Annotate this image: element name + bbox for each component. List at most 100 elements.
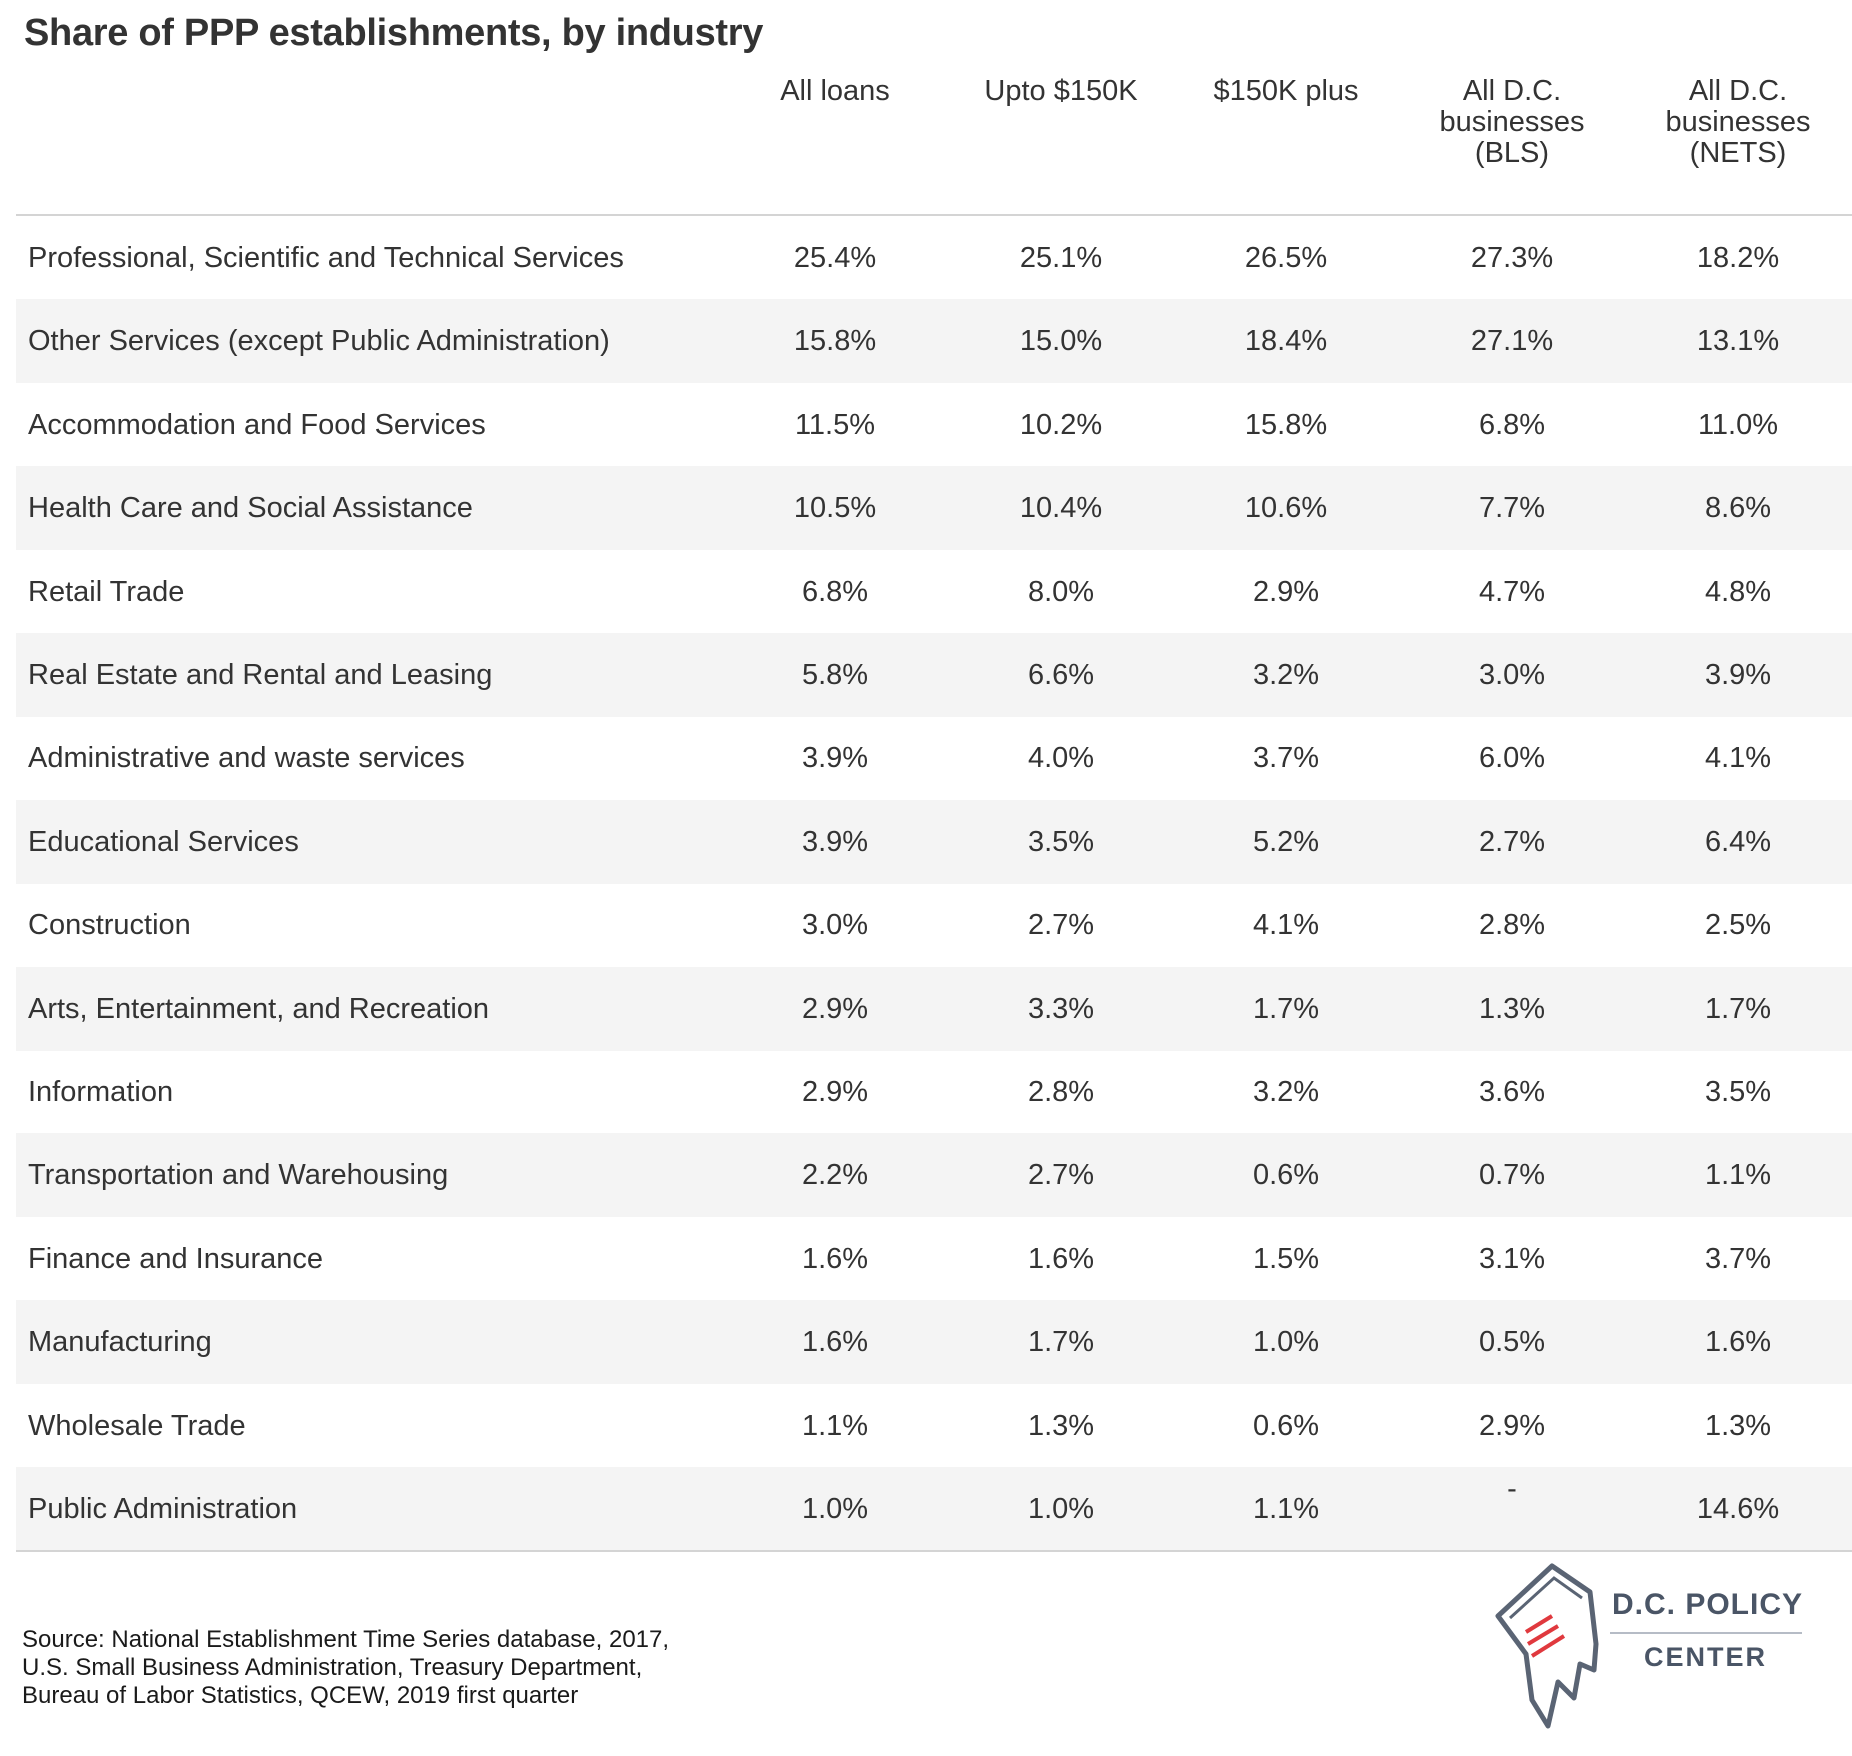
table-cell: 1.0% [1252, 1326, 1320, 1359]
table-cell: 2.5% [1704, 909, 1772, 942]
table-cell: 1.7% [1027, 1326, 1095, 1359]
table-cell: 8.6% [1704, 492, 1772, 525]
table-cell: 3.2% [1252, 1076, 1320, 1108]
table-row: Accommodation and Food Services 11.5% 10.2… [16, 383, 1852, 467]
table-cell: 1.6% [1027, 1242, 1095, 1275]
column-header: All D.C. businesses (BLS) [1400, 76, 1624, 169]
table-cell: 2.7% [1027, 909, 1095, 942]
dc-policy-center-logo: D.C. POLICY CENTER [1490, 1558, 1830, 1738]
table-cell: 3.0% [801, 909, 869, 942]
column-header-line: businesses [1439, 106, 1585, 138]
table-cell: 10.6% [1244, 492, 1328, 525]
row-label: Transportation and Warehousing [28, 1159, 449, 1192]
table-cell: 0.6% [1252, 1409, 1320, 1442]
table-cell: 2.7% [1027, 1159, 1095, 1192]
table-cell: 1.6% [1704, 1326, 1772, 1359]
column-header-line: All D.C. [1462, 75, 1562, 107]
table-cell: 18.4% [1244, 325, 1328, 358]
table-cell: 1.0% [1027, 1493, 1095, 1525]
source-line: Bureau of Labor Statistics, QCEW, 2019 f… [22, 1682, 579, 1709]
table-cell: 1.5% [1252, 1242, 1320, 1275]
table-row: Real Estate and Rental and Leasing 5.8% 6.… [16, 633, 1852, 717]
table-cell: 25.1% [1019, 242, 1103, 274]
table-cell: 14.6% [1696, 1493, 1780, 1525]
table-cell: 6.8% [801, 575, 869, 608]
table-row: Educational Services 3.9% 3.5% 5.2% 2.7% 6.4% [16, 799, 1852, 884]
row-label: Information [28, 1076, 174, 1108]
table-cell: 2.7% [1478, 825, 1546, 858]
chart-title: Share of PPP establishments, by industry [24, 12, 764, 54]
table-cell: 4.1% [1704, 742, 1772, 775]
column-header: All D.C. businesses (NETS) [1626, 76, 1850, 169]
column-header-line: Upto $150K [984, 75, 1138, 107]
row-label: Health Care and Social Assistance [28, 492, 473, 525]
table-cell: 2.8% [1027, 1076, 1095, 1108]
table-cell: 11.5% [794, 408, 876, 441]
table-cell: 26.5% [1244, 242, 1328, 274]
table-cell: 1.1% [1704, 1159, 1772, 1192]
column-header-line: All loans [780, 75, 890, 107]
table-cell: 10.4% [1019, 492, 1103, 525]
table-cell: 2.9% [801, 1076, 869, 1108]
table-cell: 1.7% [1252, 992, 1320, 1025]
table-cell: 7.7% [1478, 492, 1546, 525]
bottom-rule [16, 1550, 1852, 1552]
table-row: Arts, Entertainment, and Recreation 2.9% 3… [16, 966, 1852, 1051]
column-header: All loans [723, 76, 947, 107]
column-header-line: $150K plus [1213, 75, 1359, 107]
table-cell: 2.8% [1478, 909, 1546, 942]
row-label: Construction [28, 909, 191, 942]
table-cell: 4.8% [1704, 575, 1772, 608]
table-cell: 1.6% [801, 1326, 869, 1359]
table-cell: 2.9% [1252, 575, 1320, 608]
table-cell: 8.0% [1027, 575, 1095, 608]
table-cell: 4.1% [1252, 909, 1320, 942]
table-cell: 3.0% [1478, 659, 1546, 691]
source-line: Source: National Establishment Time Seri… [22, 1626, 670, 1653]
logo-divider [1610, 1632, 1802, 1634]
table-cell: 27.3% [1470, 242, 1554, 274]
table-cell: 3.9% [801, 742, 869, 775]
table-cell: 15.0% [1019, 325, 1103, 358]
table-row: Professional, Scientific and Technical S… [16, 216, 1852, 300]
table-row: Information 2.9% 2.8% 3.2% 3.6% 3.5% [16, 1050, 1852, 1134]
table-cell: 11.0% [1697, 408, 1779, 441]
table-cell: 3.7% [1252, 742, 1320, 775]
table-row: Construction 3.0% 2.7% 4.1% 2.8% 2.5% [16, 883, 1852, 967]
row-label: Other Services (except Public Administra… [28, 325, 610, 358]
table-cell: 4.7% [1478, 575, 1546, 608]
table-cell: 1.7% [1704, 992, 1772, 1025]
table-cell: 1.6% [801, 1242, 869, 1275]
table-row: Public Administration 1.0% 1.0% 1.1% - 14.6% [16, 1467, 1852, 1551]
logo-text-dc-policy: D.C. POLICY [1612, 1588, 1804, 1621]
row-label: Real Estate and Rental and Leasing [28, 659, 493, 691]
table-cell: 10.2% [1019, 408, 1103, 441]
row-label: Manufacturing [28, 1326, 212, 1359]
table-cell: 3.3% [1027, 992, 1095, 1025]
table-cell: 15.8% [793, 325, 877, 358]
table-cell: 1.1% [1252, 1493, 1320, 1525]
table-cell: 25.4% [793, 242, 877, 274]
source-note: Source: National Establishment Time Seri… [22, 1626, 669, 1710]
row-label: Finance and Insurance [28, 1242, 324, 1275]
column-header-line: (NETS) [1689, 137, 1787, 169]
table-cell: 3.5% [1704, 1076, 1772, 1108]
column-header: $150K plus [1174, 76, 1398, 107]
row-label: Arts, Entertainment, and Recreation [28, 992, 490, 1025]
table-cell: 15.8% [1244, 408, 1328, 441]
logo-text-center: CENTER [1644, 1642, 1768, 1672]
table-row: Other Services (except Public Administra… [16, 299, 1852, 384]
table-row: Administrative and waste services 3.9% 4.0… [16, 716, 1852, 800]
table-cell: 2.9% [801, 992, 869, 1025]
table-cell: 2.2% [801, 1159, 869, 1192]
table-cell: 13.1% [1696, 325, 1780, 358]
row-label: Professional, Scientific and Technical S… [28, 242, 624, 274]
table-cell: 1.3% [1027, 1409, 1095, 1442]
row-label: Accommodation and Food Services [28, 408, 486, 441]
table-cell: 0.6% [1252, 1159, 1320, 1192]
table-cell: 10.5% [793, 492, 877, 525]
column-header-line: All D.C. [1688, 75, 1788, 107]
table-row: Manufacturing 1.6% 1.7% 1.0% 0.5% 1.6% [16, 1300, 1852, 1385]
table-cell: 6.4% [1704, 825, 1772, 858]
row-label: Educational Services [28, 825, 299, 858]
